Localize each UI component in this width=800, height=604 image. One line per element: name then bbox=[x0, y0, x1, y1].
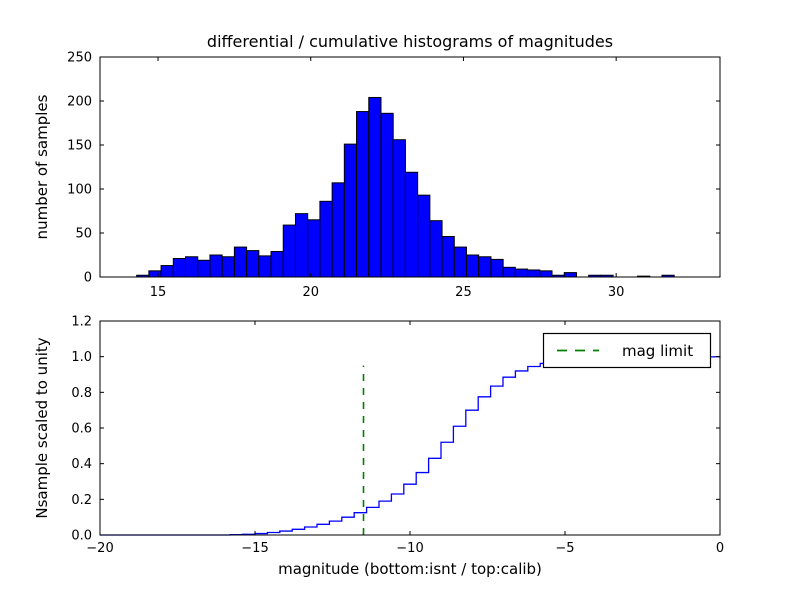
histogram-bar bbox=[331, 182, 345, 278]
histogram-bar bbox=[453, 246, 468, 278]
bottom-y-tick-label: 1.2 bbox=[71, 315, 92, 330]
histogram-bar bbox=[233, 246, 248, 278]
histogram-bar bbox=[539, 270, 553, 278]
histogram-bar bbox=[282, 224, 296, 278]
top-y-tick-label: 50 bbox=[75, 227, 92, 242]
top-x-tick-label: 25 bbox=[455, 285, 472, 300]
histogram-bar bbox=[221, 256, 235, 278]
histogram-bar bbox=[404, 171, 419, 278]
bottom-y-tick-label: 0.8 bbox=[71, 386, 92, 401]
histogram-bar bbox=[307, 219, 321, 278]
top-y-tick-label: 200 bbox=[67, 95, 92, 110]
bottom-y-tick-label: 0.4 bbox=[71, 457, 92, 472]
top-y-tick-label: 0 bbox=[84, 271, 92, 286]
histogram-bar bbox=[466, 254, 480, 278]
top-axes-frame bbox=[99, 56, 721, 278]
histogram-bar bbox=[197, 259, 211, 278]
legend-layer bbox=[542, 332, 712, 369]
histogram-bar bbox=[356, 111, 370, 278]
figure-title: differential / cumulative histograms of … bbox=[207, 32, 613, 51]
legend-label: mag limit bbox=[622, 342, 693, 360]
bottom-y-tick-label: 1.0 bbox=[71, 350, 92, 365]
histogram-bar bbox=[294, 213, 309, 278]
histogram-bar bbox=[527, 269, 541, 278]
top-y-axis-label: number of samples bbox=[33, 94, 51, 239]
histogram-bar bbox=[514, 268, 529, 278]
histogram-bar bbox=[392, 139, 406, 278]
x-axis-label: magnitude (bottom:isnt / top:calib) bbox=[278, 560, 542, 578]
legend-box bbox=[542, 332, 712, 369]
top-x-tick-label: 30 bbox=[608, 285, 625, 300]
axes-ticks-layer bbox=[99, 56, 721, 536]
bottom-x-tick-label: −10 bbox=[396, 541, 423, 556]
histogram-bar bbox=[563, 272, 577, 278]
histogram-bar bbox=[270, 250, 284, 278]
top-y-tick-label: 100 bbox=[67, 183, 92, 198]
bottom-y-tick-label: 0.0 bbox=[71, 529, 92, 544]
top-y-tick-label: 150 bbox=[67, 139, 92, 154]
bottom-x-tick-label: −20 bbox=[86, 541, 113, 556]
histogram-bar bbox=[185, 256, 199, 278]
histogram-bar bbox=[429, 220, 443, 278]
histogram-bar bbox=[246, 250, 260, 278]
axes-frames-layer bbox=[99, 56, 721, 536]
histogram-bar bbox=[172, 258, 187, 278]
top-y-tick-label: 250 bbox=[67, 51, 92, 66]
histogram-bars-layer bbox=[136, 96, 675, 278]
bottom-y-axis-label: Nsample scaled to unity bbox=[33, 337, 51, 518]
histogram-bar bbox=[417, 194, 431, 278]
histogram-bar bbox=[160, 265, 174, 278]
histogram-bar bbox=[209, 254, 223, 278]
top-x-tick-label: 15 bbox=[150, 285, 167, 300]
histogram-bar bbox=[148, 270, 162, 278]
histogram-bar bbox=[258, 255, 272, 278]
cumulative-curve bbox=[100, 356, 721, 536]
histogram-bar bbox=[319, 200, 333, 278]
bottom-y-tick-label: 0.6 bbox=[71, 422, 92, 437]
histogram-bar bbox=[441, 236, 455, 278]
tick-labels-layer: 15 20 25 30 0 50 100 150 200 250 −20 −15 −10 −5 0 0.0 0.… bbox=[67, 51, 724, 557]
histogram-bar bbox=[380, 112, 394, 278]
histogram-bar bbox=[490, 258, 504, 278]
histogram-bar bbox=[368, 96, 382, 278]
bottom-x-tick-label: −15 bbox=[241, 541, 268, 556]
bottom-x-tick-label: 0 bbox=[716, 541, 724, 556]
histogram-bar bbox=[502, 266, 516, 278]
histogram-bar bbox=[478, 256, 492, 278]
bottom-y-tick-label: 0.2 bbox=[71, 493, 92, 508]
cumulative-curve-layer bbox=[100, 356, 721, 536]
bottom-x-tick-label: −5 bbox=[555, 541, 574, 556]
histogram-bar bbox=[343, 143, 358, 278]
top-x-tick-label: 20 bbox=[302, 285, 319, 300]
